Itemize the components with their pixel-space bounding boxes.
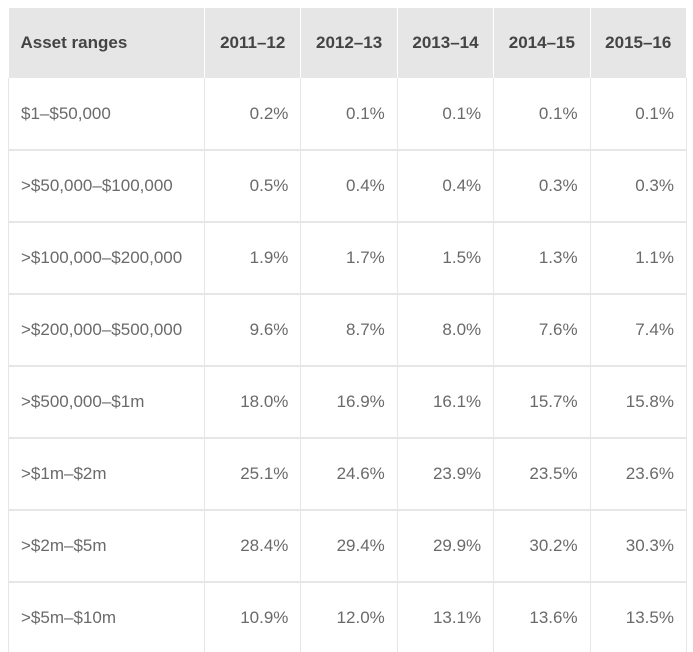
value-cell: 25.1% xyxy=(204,438,302,511)
value-cell: 0.1% xyxy=(300,78,398,151)
column-header-2013-14: 2013–14 xyxy=(397,8,495,78)
value-cell: 10.9% xyxy=(204,582,302,652)
value-cell: 0.3% xyxy=(493,150,591,223)
value-cell: 1.9% xyxy=(204,222,302,295)
value-cell: 23.9% xyxy=(397,438,495,511)
value-cell: 23.5% xyxy=(493,438,591,511)
value-cell: 28.4% xyxy=(204,510,302,583)
asset-range-cell: >$1m–$2m xyxy=(8,438,205,511)
column-header-2014-15: 2014–15 xyxy=(493,8,591,78)
value-cell: 30.3% xyxy=(590,510,687,583)
value-cell: 0.2% xyxy=(204,78,302,151)
table-row: >$1m–$2m 25.1% 24.6% 23.9% 23.5% 23.6% xyxy=(8,438,687,511)
asset-range-cell: >$5m–$10m xyxy=(8,582,205,652)
asset-range-table: Asset ranges 2011–12 2012–13 2013–14 201… xyxy=(8,8,687,652)
value-cell: 15.8% xyxy=(590,366,687,439)
asset-range-cell: >$500,000–$1m xyxy=(8,366,205,439)
column-header-2015-16: 2015–16 xyxy=(590,8,687,78)
value-cell: 0.1% xyxy=(590,78,687,151)
asset-range-cell: >$50,000–$100,000 xyxy=(8,150,205,223)
value-cell: 29.4% xyxy=(300,510,398,583)
table-row: >$500,000–$1m 18.0% 16.9% 16.1% 15.7% 15… xyxy=(8,366,687,439)
value-cell: 8.0% xyxy=(397,294,495,367)
asset-range-cell: >$100,000–$200,000 xyxy=(8,222,205,295)
value-cell: 8.7% xyxy=(300,294,398,367)
table-row: >$2m–$5m 28.4% 29.4% 29.9% 30.2% 30.3% xyxy=(8,510,687,583)
value-cell: 18.0% xyxy=(204,366,302,439)
column-header-asset-ranges: Asset ranges xyxy=(8,8,205,78)
asset-range-cell: >$200,000–$500,000 xyxy=(8,294,205,367)
value-cell: 7.4% xyxy=(590,294,687,367)
value-cell: 1.3% xyxy=(493,222,591,295)
value-cell: 0.3% xyxy=(590,150,687,223)
table-row: >$5m–$10m 10.9% 12.0% 13.1% 13.6% 13.5% xyxy=(8,582,687,652)
value-cell: 16.9% xyxy=(300,366,398,439)
value-cell: 0.1% xyxy=(493,78,591,151)
table-row: >$200,000–$500,000 9.6% 8.7% 8.0% 7.6% 7… xyxy=(8,294,687,367)
value-cell: 7.6% xyxy=(493,294,591,367)
value-cell: 23.6% xyxy=(590,438,687,511)
value-cell: 13.5% xyxy=(590,582,687,652)
value-cell: 13.6% xyxy=(493,582,591,652)
value-cell: 29.9% xyxy=(397,510,495,583)
value-cell: 0.5% xyxy=(204,150,302,223)
value-cell: 0.1% xyxy=(397,78,495,151)
value-cell: 9.6% xyxy=(204,294,302,367)
value-cell: 30.2% xyxy=(493,510,591,583)
value-cell: 24.6% xyxy=(300,438,398,511)
value-cell: 1.5% xyxy=(397,222,495,295)
value-cell: 12.0% xyxy=(300,582,398,652)
table-header-row: Asset ranges 2011–12 2012–13 2013–14 201… xyxy=(8,8,687,78)
table-row: >$100,000–$200,000 1.9% 1.7% 1.5% 1.3% 1… xyxy=(8,222,687,295)
column-header-2012-13: 2012–13 xyxy=(300,8,398,78)
value-cell: 1.1% xyxy=(590,222,687,295)
value-cell: 13.1% xyxy=(397,582,495,652)
value-cell: 15.7% xyxy=(493,366,591,439)
table-row: >$50,000–$100,000 0.5% 0.4% 0.4% 0.3% 0.… xyxy=(8,150,687,223)
value-cell: 0.4% xyxy=(300,150,398,223)
asset-range-cell: $1–$50,000 xyxy=(8,78,205,151)
table-row: $1–$50,000 0.2% 0.1% 0.1% 0.1% 0.1% xyxy=(8,78,687,151)
value-cell: 1.7% xyxy=(300,222,398,295)
asset-range-cell: >$2m–$5m xyxy=(8,510,205,583)
asset-range-table-container: Asset ranges 2011–12 2012–13 2013–14 201… xyxy=(8,8,687,652)
value-cell: 0.4% xyxy=(397,150,495,223)
column-header-2011-12: 2011–12 xyxy=(204,8,302,78)
value-cell: 16.1% xyxy=(397,366,495,439)
